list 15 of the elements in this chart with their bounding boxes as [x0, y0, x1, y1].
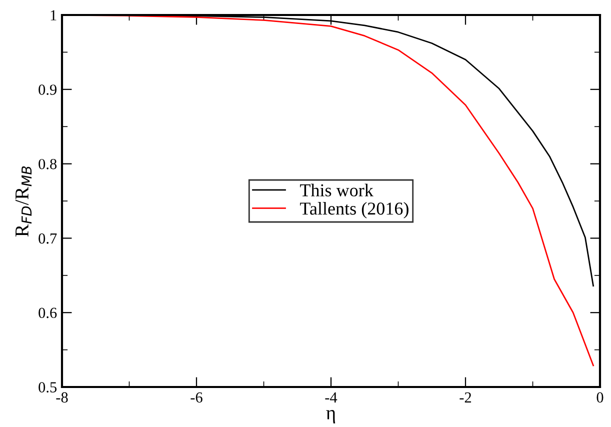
legend-label: Tallents (2016): [300, 202, 408, 218]
x-tick-label: -6: [190, 392, 202, 403]
y-tick-label: 0.5: [38, 382, 57, 393]
y-tick-label: 1: [50, 10, 56, 20]
y-tick-label: 0.7: [38, 233, 57, 244]
x-tick-label: -4: [325, 392, 338, 402]
y-tick-label: 0.6: [38, 308, 57, 318]
y-tick-label: 0.9: [38, 84, 57, 95]
x-tick-label: 0: [596, 392, 604, 403]
x-tick-label: -2: [460, 392, 472, 402]
x-tick-label: -8: [56, 392, 68, 403]
x-axis-title: η: [326, 410, 336, 424]
y-axis-title: R$_{FD}$/R$_{MB}$: [16, 166, 32, 237]
y-tick-label: 0.8: [38, 158, 57, 170]
legend-label: This work: [300, 184, 374, 196]
